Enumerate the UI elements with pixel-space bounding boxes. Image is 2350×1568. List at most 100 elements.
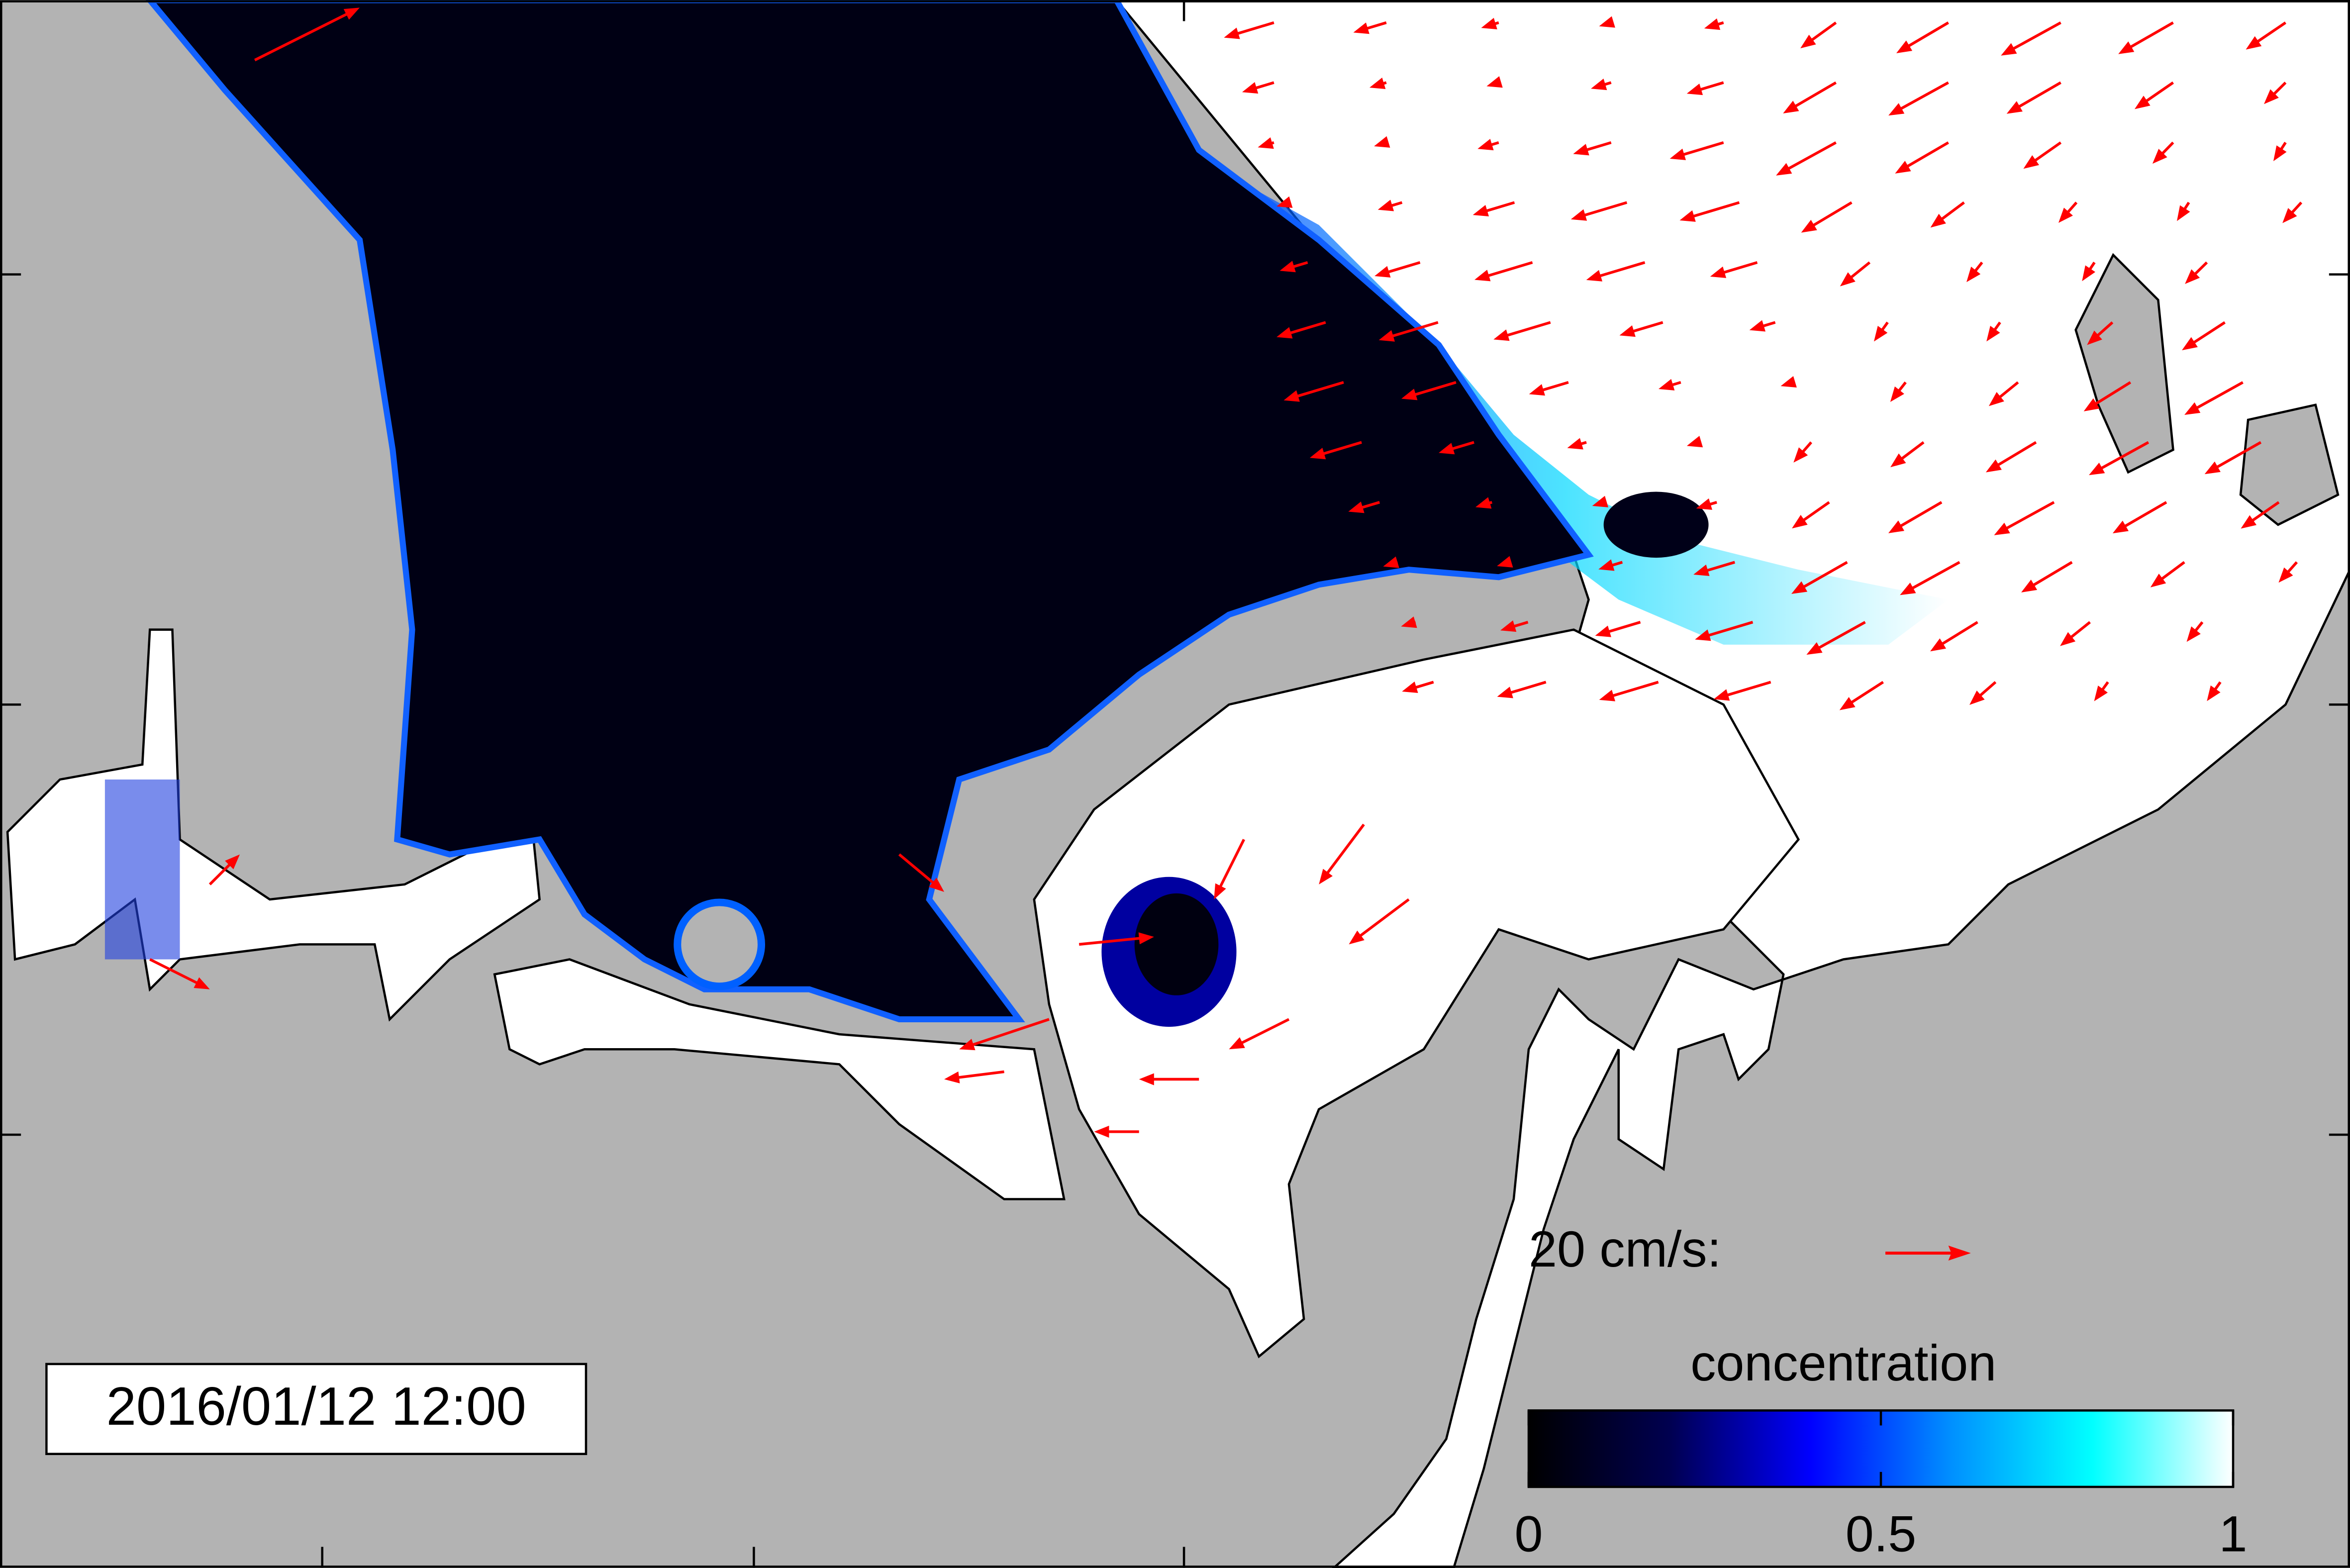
vector bbox=[1718, 261, 1758, 276]
vector-head bbox=[1890, 386, 1904, 402]
channel-water bbox=[493, 958, 1066, 1200]
vector bbox=[1603, 621, 1641, 635]
vector-head bbox=[1669, 148, 1686, 160]
vector bbox=[2120, 501, 2167, 530]
scale-arrow-head bbox=[1948, 1245, 1971, 1261]
vector bbox=[1505, 681, 1547, 695]
vector-head bbox=[1402, 681, 1418, 693]
vector bbox=[2125, 21, 2174, 51]
vector-head bbox=[2058, 207, 2073, 223]
timestamp: 2016/01/12 12:00 bbox=[106, 1376, 526, 1436]
vector-head bbox=[1895, 161, 1911, 174]
vector-head bbox=[1481, 17, 1497, 29]
vector-head bbox=[1374, 266, 1391, 278]
vector-head bbox=[1497, 686, 1513, 698]
vector-head bbox=[194, 977, 210, 989]
vector-head bbox=[1229, 1037, 1245, 1050]
vector-head bbox=[1276, 196, 1293, 208]
vector-head bbox=[1791, 581, 1808, 594]
vector-head bbox=[1319, 869, 1333, 884]
vector-head bbox=[2185, 269, 2200, 284]
vector bbox=[1783, 141, 1837, 173]
vector-head bbox=[1224, 27, 1240, 39]
vector-head bbox=[1793, 447, 1808, 463]
vector-head bbox=[1598, 559, 1615, 571]
vector bbox=[1703, 621, 1754, 638]
vector bbox=[1798, 561, 1848, 591]
vector bbox=[1409, 381, 1457, 397]
vector-head bbox=[1472, 204, 1489, 217]
vector bbox=[149, 958, 202, 987]
vector bbox=[1501, 321, 1551, 338]
vector bbox=[1078, 936, 1146, 946]
vector bbox=[1798, 501, 1830, 525]
vector bbox=[1232, 21, 1274, 37]
vector-head bbox=[1969, 690, 1985, 705]
vector-head bbox=[1679, 210, 1696, 222]
vector bbox=[2014, 81, 2061, 111]
vector-head bbox=[2134, 96, 2151, 109]
vector-head bbox=[1896, 40, 1913, 54]
vector-head bbox=[1475, 497, 1492, 509]
vector bbox=[1482, 261, 1533, 279]
vector-head bbox=[2089, 463, 2105, 476]
vector bbox=[1323, 823, 1365, 879]
vector bbox=[2028, 561, 2073, 589]
timestamp-box bbox=[45, 1363, 588, 1455]
vector-head bbox=[1500, 620, 1517, 632]
vector-head bbox=[1695, 629, 1711, 641]
vector-head bbox=[2264, 89, 2279, 104]
island bbox=[2239, 403, 2340, 526]
eddy-core bbox=[1134, 893, 1219, 995]
vector-head bbox=[1800, 34, 1816, 49]
vector-head bbox=[2182, 337, 2198, 351]
vector-head bbox=[2087, 330, 2102, 345]
vector bbox=[1907, 561, 1960, 592]
vector-head bbox=[2273, 145, 2287, 162]
vector bbox=[1902, 141, 1949, 171]
vector-head bbox=[1930, 638, 1947, 652]
vector-head bbox=[2177, 205, 2190, 221]
vector-head bbox=[2001, 43, 2017, 56]
vector-head bbox=[1686, 436, 1703, 448]
vector-head bbox=[1888, 103, 1905, 116]
island bbox=[674, 898, 766, 990]
vector-head bbox=[1567, 438, 1583, 450]
vector-head bbox=[1214, 883, 1226, 899]
vector-head bbox=[225, 854, 240, 870]
vector-head bbox=[1369, 77, 1386, 90]
vector-head bbox=[1377, 199, 1394, 211]
vector-head bbox=[1493, 329, 1510, 341]
current-vectors bbox=[149, 7, 2303, 1138]
vector bbox=[1895, 501, 1943, 530]
vector-head bbox=[2186, 626, 2201, 642]
vector-head bbox=[1900, 583, 1916, 595]
vector bbox=[1216, 839, 1246, 892]
vector bbox=[1292, 381, 1344, 399]
vector bbox=[1993, 441, 2037, 469]
vector-head bbox=[1988, 392, 2004, 406]
vector-head bbox=[1780, 376, 1797, 388]
vector-head bbox=[2118, 41, 2135, 54]
vector-head bbox=[1477, 139, 1494, 151]
vector-head bbox=[1353, 22, 1370, 34]
vector-head bbox=[1401, 616, 1417, 628]
basin-water bbox=[1033, 628, 1800, 1359]
vector-head bbox=[1374, 136, 1390, 148]
vector-head bbox=[1258, 137, 1274, 149]
vector-head bbox=[2082, 265, 2096, 282]
vector-head bbox=[1710, 266, 1727, 278]
vector-head bbox=[959, 1039, 976, 1051]
vector-head bbox=[1985, 459, 2002, 473]
vector-head bbox=[1783, 100, 1799, 114]
vector bbox=[1236, 1018, 1290, 1047]
vector-head bbox=[1930, 213, 1946, 228]
vector-head bbox=[2246, 36, 2262, 50]
vector bbox=[1607, 681, 1659, 699]
vector-head bbox=[2112, 520, 2129, 534]
vector-head bbox=[1890, 453, 1906, 468]
vector-head bbox=[2241, 515, 2257, 529]
vector bbox=[2001, 501, 2055, 532]
